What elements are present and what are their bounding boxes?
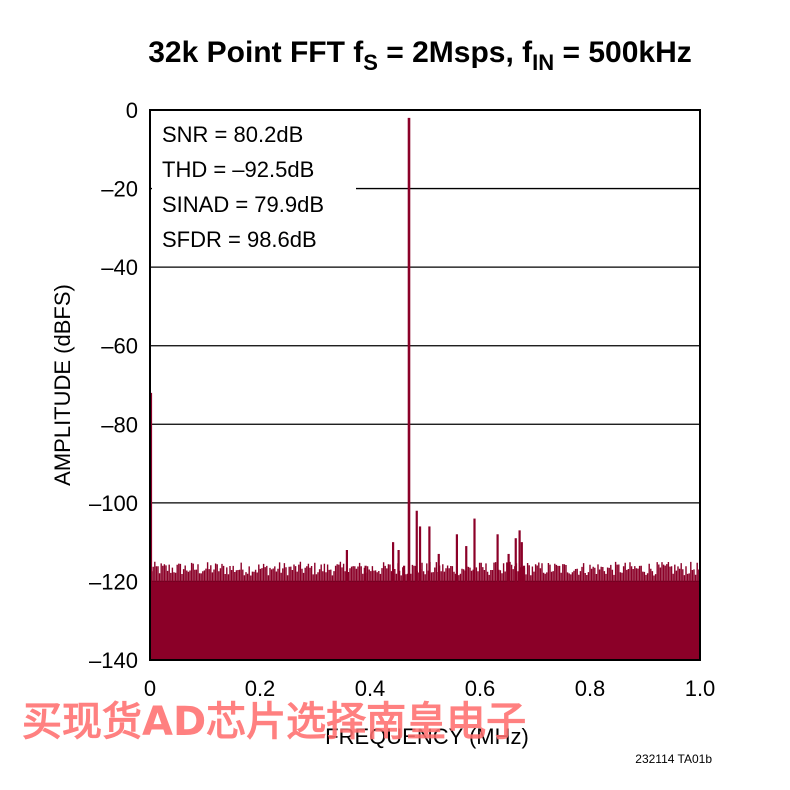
y-tick-label: 0 (126, 98, 138, 123)
annotation-thd: THD = –92.5dB (162, 157, 314, 182)
title-sub-in: IN (532, 50, 554, 75)
annotation-box: SNR = 80.2dB THD = –92.5dB SINAD = 79.9d… (162, 122, 324, 252)
y-tick-label: –60 (101, 334, 138, 359)
title-part-2: = 2Msps, f (378, 36, 533, 69)
title-sub-s: S (363, 50, 378, 75)
y-tick-label: –80 (101, 412, 138, 437)
chart-title: 32k Point FFT fS = 2Msps, fIN = 500kHz (148, 36, 692, 75)
y-tick-label: –20 (101, 177, 138, 202)
y-tick-labels: 0 –20 –40 –60 –80 –100 –120 –140 (89, 98, 138, 673)
x-tick-labels: 0 0.2 0.4 0.6 0.8 1.0 (144, 676, 715, 701)
annotation-sfdr: SFDR = 98.6dB (162, 227, 317, 252)
x-tick-label: 0.6 (465, 676, 496, 701)
y-tick-label: –120 (89, 569, 138, 594)
annotation-box-bg (152, 112, 356, 260)
plot-frame (149, 109, 701, 661)
title-part-3: = 500kHz (554, 36, 692, 69)
y-tick-label: –100 (89, 491, 138, 516)
annotation-snr: SNR = 80.2dB (162, 122, 303, 147)
figure-id: 232114 TA01b (635, 752, 712, 766)
noise-grass (149, 561, 700, 582)
y-axis-label: AMPLITUDE (dBFS) (50, 284, 75, 486)
x-tick-label: 0.4 (355, 676, 386, 701)
x-tick-label: 0.2 (245, 676, 276, 701)
x-axis-label: FREQUENCY (MHz) (325, 724, 529, 749)
x-tick-label: 0.8 (575, 676, 606, 701)
x-tick-label: 1.0 (685, 676, 716, 701)
y-tick-label: –140 (89, 648, 138, 673)
y-tick-label: –40 (101, 255, 138, 280)
x-tick-label: 0 (144, 676, 156, 701)
title-part-1: 32k Point FFT f (148, 36, 364, 69)
noise-floor-fill (150, 581, 700, 660)
watermark-text: 买现货AD芯片选择南皇电子 (22, 699, 526, 745)
annotation-sinad: SINAD = 79.9dB (162, 192, 324, 217)
